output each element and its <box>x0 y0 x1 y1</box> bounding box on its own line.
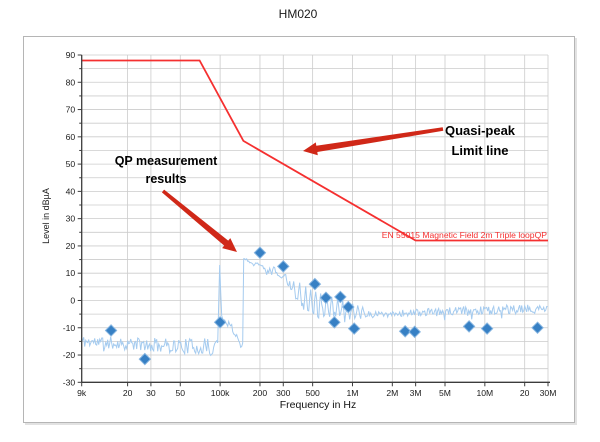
qp-results-arrow <box>161 189 237 252</box>
qp-result-marker <box>480 322 494 335</box>
chart-panel <box>23 36 575 423</box>
qp-trace-line <box>81 258 548 357</box>
qp-result-marker <box>462 320 476 333</box>
annotation-line: QP measurement <box>114 154 218 168</box>
qp-result-marker <box>347 322 361 335</box>
y-tick-label: 30 <box>66 214 76 224</box>
x-tick-label: 20 <box>520 388 530 398</box>
x-axis-title: Frequency in Hz <box>279 399 357 411</box>
x-tick-label: 100k <box>211 388 230 398</box>
x-tick-label: 5M <box>439 388 451 398</box>
x-tick-label: 30 <box>146 388 156 398</box>
y-tick-label: 40 <box>66 186 76 196</box>
x-tick-label: 2M <box>386 388 398 398</box>
qp-result-marker <box>408 325 421 339</box>
annotation-line: Quasi-peak <box>444 123 516 138</box>
qp-result-marker <box>276 260 290 273</box>
x-tick-label: 500 <box>305 388 320 398</box>
x-tick-label: 9k <box>77 388 87 398</box>
qp-result-marker <box>213 315 227 329</box>
y-tick-label: -10 <box>63 323 76 333</box>
x-tick-label: 50 <box>175 388 185 398</box>
qp-result-marker <box>398 324 412 338</box>
y-axis-title: Level in dBµA <box>41 188 51 244</box>
qp-result-marker <box>138 352 152 366</box>
qp-result-marker <box>104 324 118 337</box>
limit-line-arrow <box>303 127 444 156</box>
y-tick-label: 0 <box>70 295 75 305</box>
y-tick-label: 20 <box>66 241 76 251</box>
x-tick-label: 300 <box>276 388 291 398</box>
x-tick-label: 1M <box>347 388 359 398</box>
qp-result-marker <box>334 290 347 304</box>
limit-line-label: EN 55015 Magnetic Field 2m Triple loopQP <box>382 230 548 240</box>
annotation-qp-measurement-results: QP measurement results <box>115 152 218 188</box>
y-tick-label: -20 <box>63 350 76 360</box>
qp-result-marker <box>308 277 322 291</box>
x-tick-label: 3M <box>410 388 422 398</box>
quasi-peak-limit-line <box>81 59 548 242</box>
qp-result-marker <box>319 291 333 305</box>
y-tick-label: 80 <box>66 77 76 87</box>
y-tick-label: 10 <box>66 268 76 278</box>
chart-title: HM020 <box>278 7 318 21</box>
y-tick-label: -30 <box>63 377 76 387</box>
annotation-line: results <box>145 172 187 186</box>
y-tick-label: 60 <box>66 132 76 142</box>
qp-result-marker <box>531 321 544 335</box>
annotation-line: Limit line <box>451 143 509 158</box>
x-tick-label: 10M <box>476 388 493 398</box>
qp-result-marker <box>342 300 355 314</box>
x-tick-label: 200 <box>253 388 268 398</box>
qp-result-marker <box>253 246 267 260</box>
y-tick-label: 70 <box>66 105 76 115</box>
y-tick-label: 50 <box>66 159 76 169</box>
x-tick-label: 20 <box>123 388 133 398</box>
x-tick-label: 30M <box>540 388 557 398</box>
y-tick-label: 90 <box>66 50 76 60</box>
qp-result-marker <box>328 315 341 329</box>
annotation-quasi-peak-limit-line: Quasi-peak Limit line <box>445 121 515 161</box>
